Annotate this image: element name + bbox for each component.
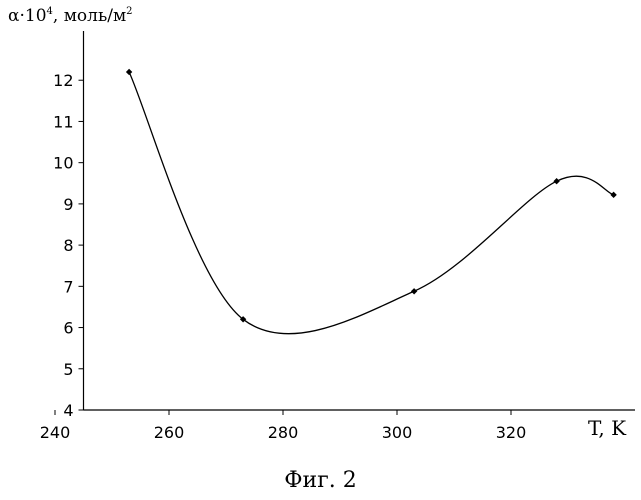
x-tick-label: 300: [382, 423, 413, 442]
y-tick-label: 10: [53, 154, 73, 173]
y-tick-label: 4: [63, 401, 73, 420]
axes: [84, 31, 636, 410]
y-tick-label: 12: [53, 71, 73, 90]
x-tick-label: 240: [40, 423, 71, 442]
data-point: [411, 288, 417, 294]
data-point: [610, 192, 616, 198]
y-tick-label: 7: [63, 277, 73, 296]
data-point: [126, 69, 132, 75]
x-ticks: 240 260 280 300 320: [40, 410, 527, 442]
series-line: [129, 72, 613, 334]
y-tick-label: 11: [53, 112, 73, 131]
data-points: [126, 69, 617, 323]
y-tick-label: 9: [63, 195, 73, 214]
figure-caption: Фиг. 2: [0, 468, 641, 493]
x-tick-label: 260: [154, 423, 185, 442]
y-tick-label: 5: [63, 360, 73, 379]
x-tick-label: 320: [496, 423, 527, 442]
data-point: [553, 178, 559, 184]
x-tick-label: 280: [268, 423, 299, 442]
x-axis-label: T, K: [588, 416, 626, 440]
y-tick-label: 6: [63, 319, 73, 338]
y-tick-label: 8: [63, 236, 73, 255]
y-ticks: 4 5 6 7 8 9 10 11 12: [53, 71, 83, 420]
